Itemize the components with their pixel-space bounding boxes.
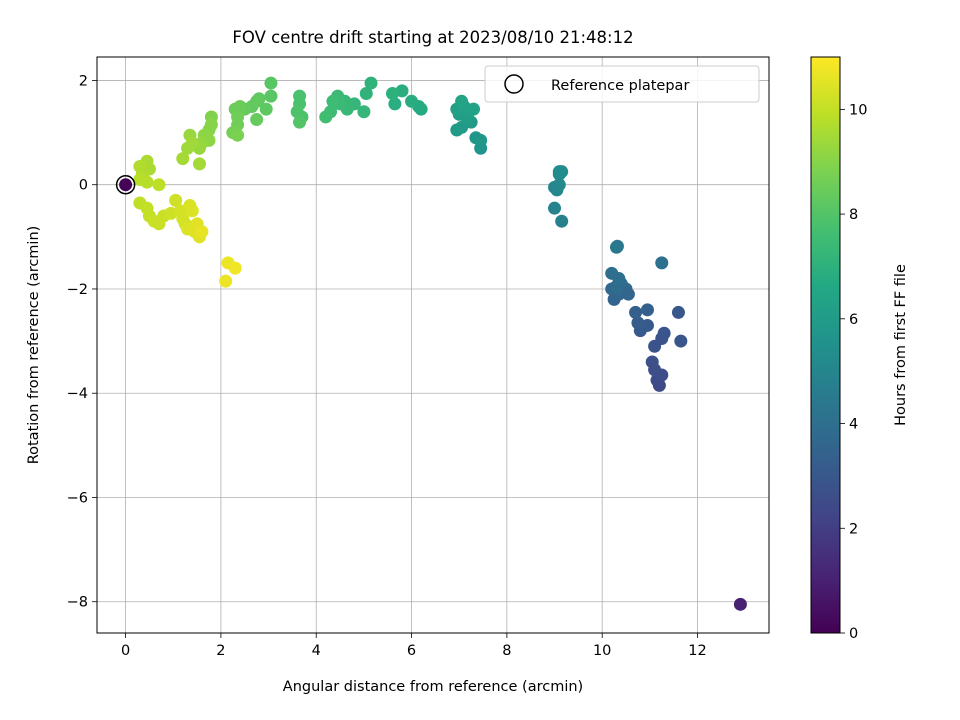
data-point (183, 199, 197, 213)
data-point (357, 105, 371, 119)
y-tick-label: −2 (67, 282, 88, 298)
data-point (119, 178, 133, 192)
y-tick-label: 0 (79, 178, 88, 194)
data-point (631, 316, 645, 330)
colorbar-tick-label: 4 (849, 417, 858, 433)
data-point (385, 86, 399, 100)
data-point (671, 305, 685, 319)
y-tick-label: −8 (67, 595, 88, 611)
x-axis-label: Angular distance from reference (arcmin) (283, 679, 583, 695)
y-tick-label: −4 (67, 386, 88, 402)
x-tick-label: 6 (407, 643, 416, 659)
data-point (326, 94, 340, 108)
data-point (176, 152, 190, 166)
data-point (152, 178, 166, 192)
legend-box (484, 65, 760, 103)
data-point (293, 115, 307, 129)
x-tick-label: 4 (312, 643, 321, 659)
chart-title: FOV centre drift starting at 2023/08/10 … (232, 28, 633, 47)
data-point (250, 113, 264, 127)
data-point (733, 597, 747, 611)
data-point (655, 256, 669, 270)
colorbar-tick-label: 6 (849, 312, 858, 328)
data-point (469, 131, 483, 145)
x-tick-label: 8 (502, 643, 511, 659)
data-point (364, 76, 378, 90)
data-point (640, 303, 654, 317)
data-point (228, 261, 242, 275)
colorbar-gradient (811, 57, 840, 633)
data-point (648, 363, 662, 377)
data-point (674, 334, 688, 348)
data-point (405, 94, 419, 108)
x-tick-label: 0 (121, 643, 130, 659)
grid (97, 57, 769, 633)
data-point (605, 266, 619, 280)
data-point (610, 239, 624, 253)
data-point (359, 86, 373, 100)
data-point (548, 201, 562, 215)
data-point (319, 110, 333, 124)
data-point (264, 89, 278, 103)
y-tick-label: 2 (79, 73, 88, 89)
y-tick-label: −6 (67, 490, 88, 506)
reference-marker (115, 174, 136, 195)
data-point (195, 225, 209, 239)
data-point (629, 305, 643, 319)
data-point (219, 274, 233, 288)
y-axis-label: Rotation from reference (arcmin) (26, 226, 42, 465)
data-point (552, 178, 566, 192)
data-point (555, 214, 569, 228)
data-point (552, 165, 566, 179)
data-point (259, 102, 273, 116)
colorbar-tick-label: 8 (849, 207, 858, 223)
data-point (621, 287, 635, 301)
colorbar-tick-label: 0 (849, 626, 858, 642)
data-point (231, 128, 245, 142)
data-point (455, 94, 469, 108)
legend-entry: Reference platepar (551, 78, 689, 94)
data-point (388, 97, 402, 111)
legend: Reference platepar (484, 65, 760, 103)
plot-frame (96, 56, 770, 634)
colorbar: 0 2 4 6 8 10 Hours from first FF file (810, 56, 909, 642)
data-point (455, 120, 469, 134)
data-point (264, 76, 278, 90)
data-point (181, 141, 195, 155)
colorbar-label: Hours from first FF file (893, 264, 909, 426)
x-tick-label: 2 (216, 643, 225, 659)
colorbar-frame (810, 56, 841, 634)
x-axis-ticks: 0 2 4 6 8 10 12 (121, 633, 707, 659)
colorbar-ticks: 0 2 4 6 8 10 (840, 102, 867, 642)
x-tick-label: 10 (593, 643, 611, 659)
data-point (169, 193, 183, 207)
legend-marker (504, 74, 524, 94)
colorbar-tick-label: 10 (849, 102, 867, 118)
scatter-points (119, 76, 747, 611)
data-point (467, 102, 481, 116)
data-point (657, 326, 671, 340)
data-point (140, 175, 154, 189)
data-point (192, 157, 206, 171)
colorbar-tick-label: 2 (849, 521, 858, 537)
x-tick-label: 12 (688, 643, 706, 659)
y-axis-ticks: 2 0 −2 −4 −6 −8 (67, 73, 97, 611)
